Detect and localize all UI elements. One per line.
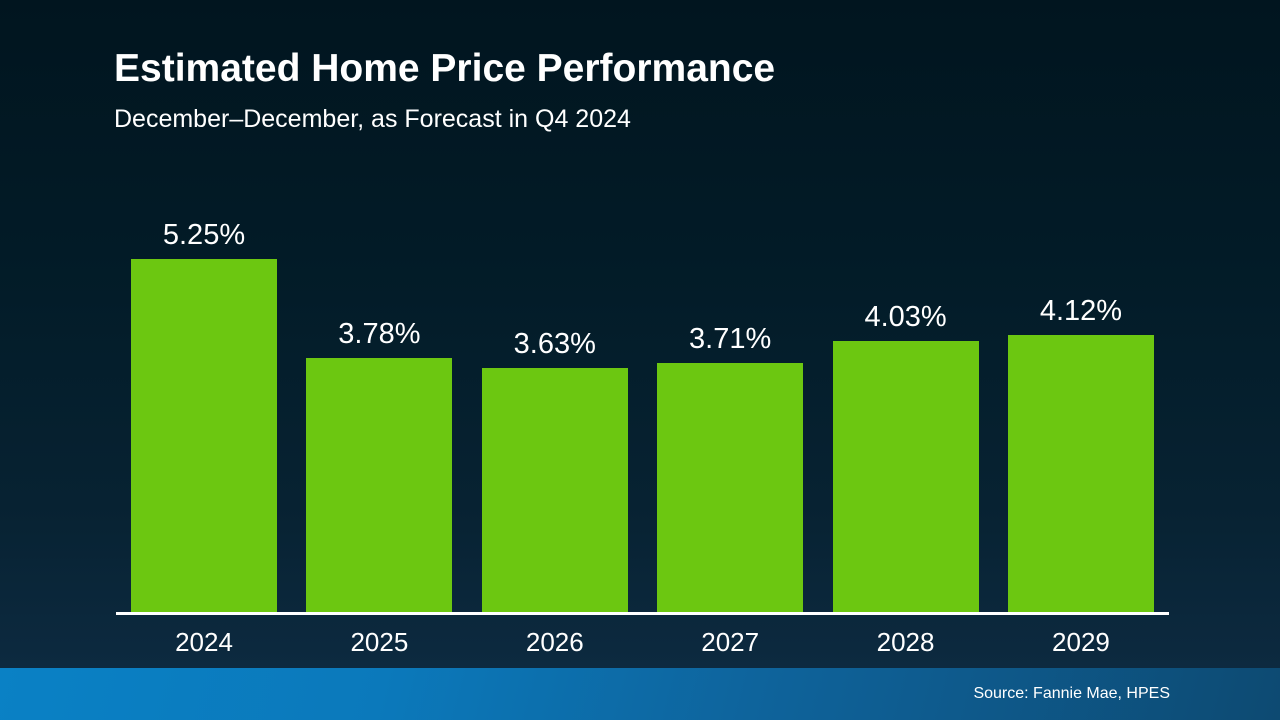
bar-group-2026: 3.63% [481,328,628,612]
x-axis-label-2025: 2025 [350,627,409,657]
chart-subtitle: December–December, as Forecast in Q4 202… [114,105,631,133]
bar-group-2025: 3.78% [306,318,453,612]
bar-group-2028: 4.03% [832,301,979,612]
x-axis-label-2024: 2024 [175,627,233,657]
bar-2027 [657,363,804,612]
footer-strip: Source: Fannie Mae, HPES [0,668,1280,720]
bar-group-2029: 4.12% [1007,295,1154,612]
bar-2024 [131,259,277,612]
bar-2029 [1007,335,1154,612]
x-axis-line [116,612,1169,615]
bars-container: 5.25% 3.78% 3.63% 3.71% 4.03% 4.12% [116,195,1169,612]
bar-value-label: 3.71% [689,323,772,355]
x-axis-label-2028: 2028 [876,627,935,657]
bar-value-label: 3.78% [338,318,421,350]
x-axis-labels-row: 2024 2025 2026 2027 2028 2029 [116,627,1169,658]
bar-value-label: 5.25% [162,219,246,251]
bar-2028 [832,341,979,612]
x-axis-label-2027: 2027 [701,627,760,657]
x-axis-label-2029: 2029 [1052,627,1110,657]
bar-value-label: 4.03% [864,301,947,333]
bar-2025 [306,358,453,612]
bar-value-label: 4.12% [1039,295,1123,327]
bar-value-label: 3.63% [513,328,596,360]
source-text: Source: Fannie Mae, HPES [973,685,1170,702]
bar-chart-plot-area: 5.25% 3.78% 3.63% 3.71% 4.03% 4.12% [116,195,1169,615]
x-axis-label-2026: 2026 [525,627,584,657]
chart-title: Estimated Home Price Performance [114,47,776,90]
bar-2026 [481,368,628,612]
bar-group-2024: 5.25% [131,219,277,612]
bar-group-2027: 3.71% [657,323,804,612]
